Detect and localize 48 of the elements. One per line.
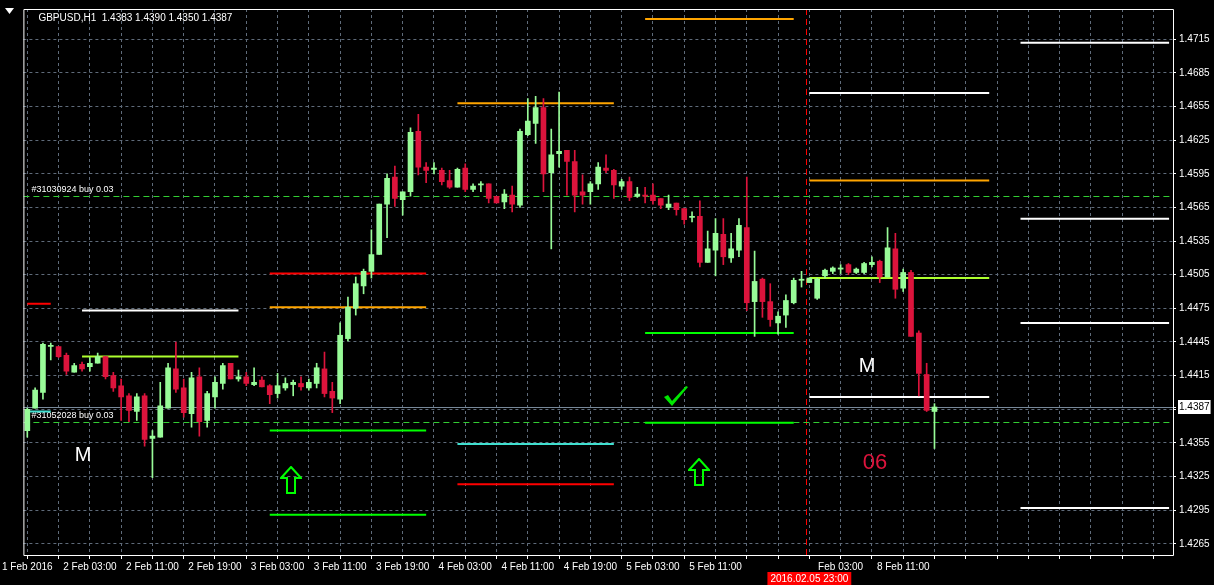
y-tick-label: 1.4475 (1179, 302, 1211, 314)
candlestick (251, 367, 257, 387)
annotation: M (74, 442, 92, 465)
y-tick-label: 1.4715 (1179, 33, 1211, 45)
ref-line-label: #31052028 buy 0.03 (31, 409, 114, 420)
y-tick-label: 1.4505 (1179, 268, 1211, 280)
y-tick-label: 1.4355 (1179, 436, 1211, 448)
x-tick-label: 3 Feb 11:00 (313, 560, 367, 572)
y-tick-label: 1.4265 (1179, 537, 1211, 549)
annotation: 06 (862, 449, 888, 475)
candlestick (329, 382, 336, 413)
candlestick (431, 162, 437, 175)
y-tick-label: 1.4295 (1179, 503, 1211, 515)
y-tick-label: 1.4535 (1179, 234, 1211, 246)
x-tick-label: 8 Feb 11:00 (876, 560, 930, 572)
ref-line-label: #31030924 buy 0.03 (31, 184, 114, 195)
x-tick-label: 1 Feb 2016 (2, 560, 54, 572)
y-tick-label: 1.4325 (1179, 470, 1211, 482)
y-tick-label: 1.4625 (1179, 133, 1211, 145)
x-tick-label: 4 Feb 03:00 (438, 560, 493, 572)
y-tick-label: 1.4595 (1179, 167, 1211, 179)
candlestick (290, 379, 297, 397)
x-tick-label: 4 Feb 19:00 (563, 560, 618, 572)
x-tick-label: 4 Feb 11:00 (501, 560, 555, 572)
x-tick-label: 2 Feb 11:00 (126, 560, 180, 572)
y-tick-label: 1.4565 (1179, 201, 1211, 213)
candlestick (47, 342, 54, 361)
y-tick-label: 1.4387 (1179, 400, 1211, 412)
candlestick (423, 162, 429, 184)
x-tick-label: 2016.02.05 23:00 (770, 572, 849, 584)
annotation: M (858, 353, 876, 376)
chart-title: GBPUSD,H1 1.4383 1.4390 1.4350 1.4387 (38, 11, 233, 23)
x-tick-label: 3 Feb 03:00 (250, 560, 305, 572)
candlestick (642, 186, 648, 204)
y-tick-label: 1.4685 (1179, 66, 1211, 78)
x-tick-label: 3 Feb 19:00 (376, 560, 430, 572)
x-tick-label: Feb 03:00 (818, 560, 864, 572)
y-tick-label: 1.4445 (1179, 335, 1211, 347)
candlestick (603, 154, 609, 174)
candlestick (556, 91, 562, 168)
x-tick-label: 5 Feb 03:00 (626, 560, 681, 572)
y-tick-label: 1.4655 (1179, 100, 1211, 112)
x-tick-label: 2 Feb 03:00 (63, 560, 117, 572)
candlestick (298, 376, 304, 391)
y-tick-label: 1.4415 (1179, 369, 1211, 381)
candlestick (548, 128, 555, 250)
x-tick-label: 5 Feb 11:00 (689, 560, 743, 572)
x-tick-label: 2 Feb 19:00 (188, 560, 243, 572)
